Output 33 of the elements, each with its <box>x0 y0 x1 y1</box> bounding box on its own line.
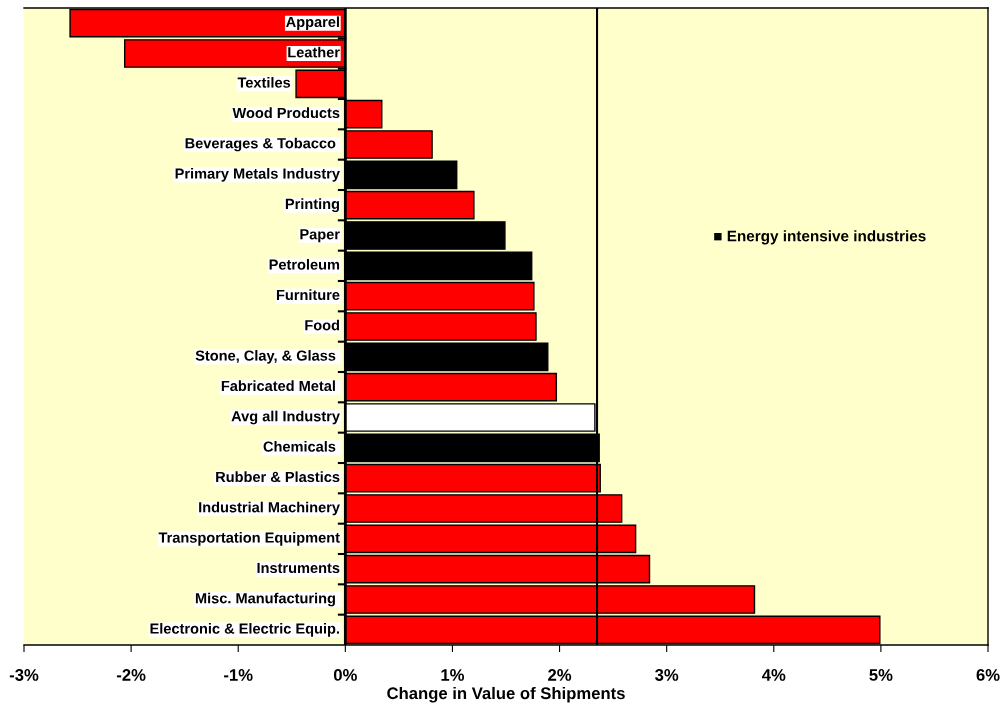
y-tick-label: Primary Metals Industry <box>175 168 340 182</box>
x-tick-label: 0% <box>333 669 357 681</box>
y-tick-label: Avg all Industry <box>231 410 340 425</box>
x-tick-label: 6% <box>976 669 1000 681</box>
y-tick-label: Beverages & Tobacco <box>185 137 336 152</box>
y-tick-label: Leather <box>288 46 340 58</box>
x-tick-label: 2% <box>548 669 572 681</box>
y-tick-label: Furniture <box>276 289 340 301</box>
y-tick-label: Printing <box>285 198 339 212</box>
y-tick-label: Apparel <box>286 16 339 30</box>
y-tick-label: Petroleum <box>269 259 340 270</box>
x-tick-label: 4% <box>761 669 786 681</box>
x-tick-label: -1% <box>224 669 253 681</box>
y-tick-label: Industrial Machinery <box>199 501 340 516</box>
y-tick-label: Paper <box>300 229 340 243</box>
x-tick-label: 3% <box>655 669 679 681</box>
y-tick-label: Textiles <box>237 77 291 88</box>
y-tick-label: Transportation Equipment <box>158 532 340 546</box>
y-tick-label: Wood Products <box>232 107 340 119</box>
x-tick-label: -3% <box>9 669 39 681</box>
annotation: ■ Energy intensive industries <box>714 230 926 245</box>
x-tick-label: 5% <box>869 669 893 681</box>
x-tick-label: -2% <box>116 669 146 681</box>
y-tick-label: Misc. Manufacturing <box>195 592 335 607</box>
y-tick-label: Fabricated Metal <box>221 380 335 392</box>
y-tick-label: Electronic & Electric Equip. <box>150 623 339 637</box>
x-axis-title: Change in Value of Shipments <box>387 686 625 703</box>
y-tick-label: Chemicals <box>263 441 336 452</box>
y-tick-label: Food <box>305 319 340 331</box>
y-tick-label: Rubber & Plastics <box>216 471 340 483</box>
y-tick-label: Instruments <box>257 562 340 574</box>
y-tick-label: Stone, Clay, & Glass <box>195 350 336 364</box>
x-tick-label: 1% <box>441 669 465 681</box>
